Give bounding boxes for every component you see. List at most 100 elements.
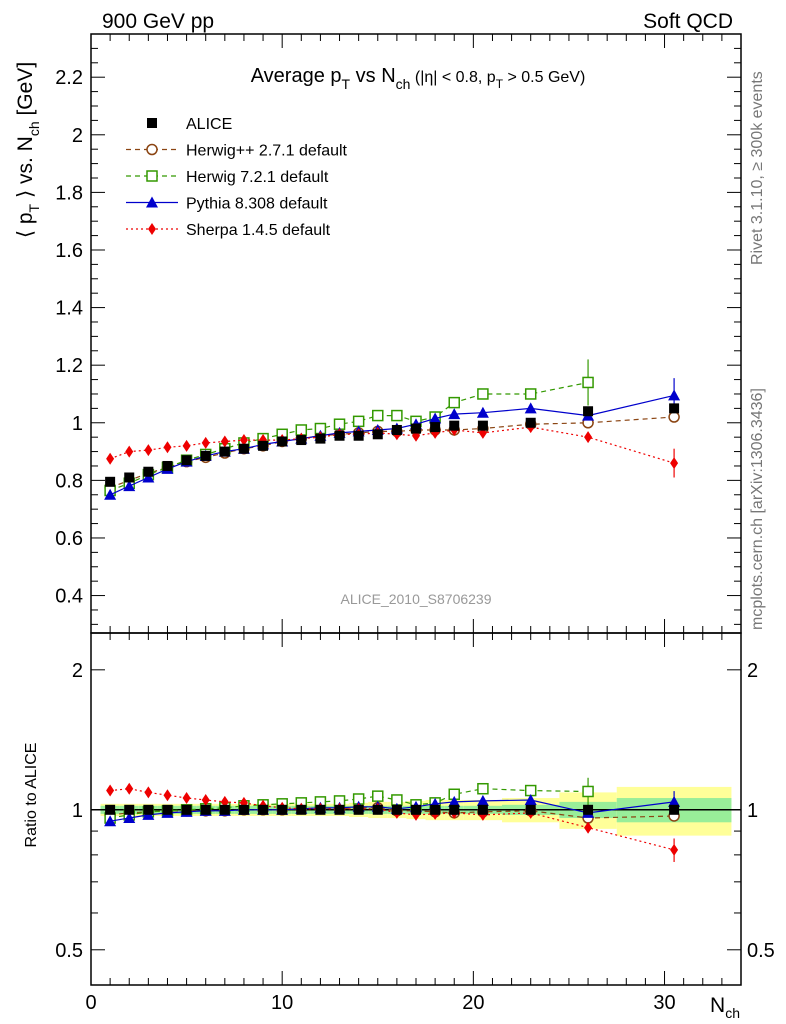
y-tick-label: 1.6: [55, 240, 83, 262]
point: [201, 793, 210, 806]
point: [353, 430, 364, 441]
legend-item-alice: ALICE: [147, 116, 232, 133]
point: [430, 422, 441, 433]
point: [200, 450, 211, 461]
point: [144, 786, 153, 799]
point: [524, 388, 537, 400]
point: [258, 440, 269, 451]
point: [670, 843, 679, 856]
point: [334, 430, 345, 441]
point: [148, 223, 156, 235]
ylabel-1: ⟨ p: [14, 212, 37, 238]
series-herwigpp: [104, 411, 680, 494]
point: [146, 143, 158, 156]
legend-item-sherpa: Sherpa 1.4.5 default: [126, 222, 331, 239]
xlabel-sub-ch: ch: [725, 1005, 740, 1021]
point: [124, 804, 135, 815]
point: [448, 408, 461, 420]
series-herwig7: [104, 359, 594, 497]
series-line: [109, 381, 589, 491]
ylabel-3: [GeV]: [14, 62, 37, 122]
ylabel-sub-t: T: [26, 203, 42, 212]
point: [315, 433, 326, 444]
series-pythia: [104, 378, 681, 500]
y-tick-label: 1.4: [55, 298, 83, 320]
point: [372, 804, 383, 815]
legend-label: Herwig 7.2.1 default: [186, 169, 329, 186]
point: [296, 435, 307, 446]
point: [372, 429, 383, 440]
chart-title: Average pT vs Nch (|η| < 0.8, pT > 0.5 G…: [251, 65, 586, 92]
point: [583, 804, 594, 815]
point: [391, 804, 402, 815]
point: [668, 411, 680, 423]
point: [277, 436, 288, 447]
header-right: Soft QCD: [643, 10, 733, 33]
series-line: [109, 426, 675, 464]
point: [219, 446, 230, 457]
point: [477, 420, 488, 431]
title-text-2: vs N: [350, 65, 396, 87]
point: [477, 804, 488, 815]
point: [163, 441, 172, 454]
point: [144, 444, 153, 457]
main-panel: 0.4 0.6 0.8 1 1.2 1.4 1.6 1.8 2 2.2: [55, 33, 742, 634]
point: [584, 431, 593, 444]
point: [353, 804, 364, 815]
point: [106, 784, 115, 797]
point: [181, 455, 192, 466]
point: [143, 804, 154, 815]
ratio-y-tick-label-right: 2: [747, 660, 758, 682]
point: [258, 804, 269, 815]
legend-label: Pythia 8.308 default: [186, 196, 328, 213]
y-tick-label: 1.8: [55, 182, 83, 204]
point: [239, 434, 248, 447]
point: [125, 782, 134, 795]
point: [200, 804, 211, 815]
point: [668, 389, 681, 401]
ratio-y-tick-label: 0.5: [55, 940, 83, 962]
point: [123, 812, 136, 824]
x-tick-label: 0: [85, 992, 96, 1014]
y-tick-label: 0.6: [55, 528, 83, 550]
point: [670, 457, 679, 470]
xlabel-n: N: [710, 994, 725, 1017]
point: [163, 789, 172, 802]
point: [477, 388, 489, 400]
point: [411, 423, 421, 434]
x-axis-label: Nch: [710, 994, 740, 1021]
point: [582, 785, 594, 798]
title-text-3: (|η| < 0.8, p: [410, 69, 495, 86]
x-tick-label: 30: [653, 992, 675, 1014]
point: [238, 804, 249, 815]
ratio-panel: 0 10 20 30 0.5 0.5 1 1 2 2: [55, 632, 775, 1014]
point: [372, 409, 384, 422]
title-sub-ch: ch: [396, 76, 411, 92]
point: [238, 443, 249, 454]
y-tick-label: 0.4: [55, 586, 83, 608]
point: [449, 804, 460, 815]
rivet-label: Rivet 3.1.10, ≥ 300k events: [749, 71, 766, 265]
point: [524, 402, 537, 414]
point: [315, 804, 326, 815]
point: [352, 415, 365, 428]
ratio-y-axis-label: Ratio to ALICE: [23, 743, 40, 848]
legend-label: ALICE: [186, 116, 232, 133]
point: [105, 476, 116, 487]
point: [220, 435, 229, 448]
point: [583, 406, 594, 417]
point: [525, 417, 536, 428]
point: [296, 804, 307, 815]
y-tick-label: 2: [72, 125, 83, 147]
point: [669, 403, 680, 414]
title-text-4: > 0.5 GeV): [503, 69, 585, 86]
point: [668, 795, 681, 807]
y-tick-label: 1.2: [55, 355, 83, 377]
mcplots-label: mcplots.cern.ch [arXiv:1306.3436]: [749, 388, 766, 630]
series-line: [110, 788, 589, 819]
analysis-watermark: ALICE_2010_S8706239: [340, 591, 491, 607]
y-tick-label: 0.8: [55, 470, 83, 492]
point: [584, 821, 593, 834]
point: [582, 376, 594, 389]
